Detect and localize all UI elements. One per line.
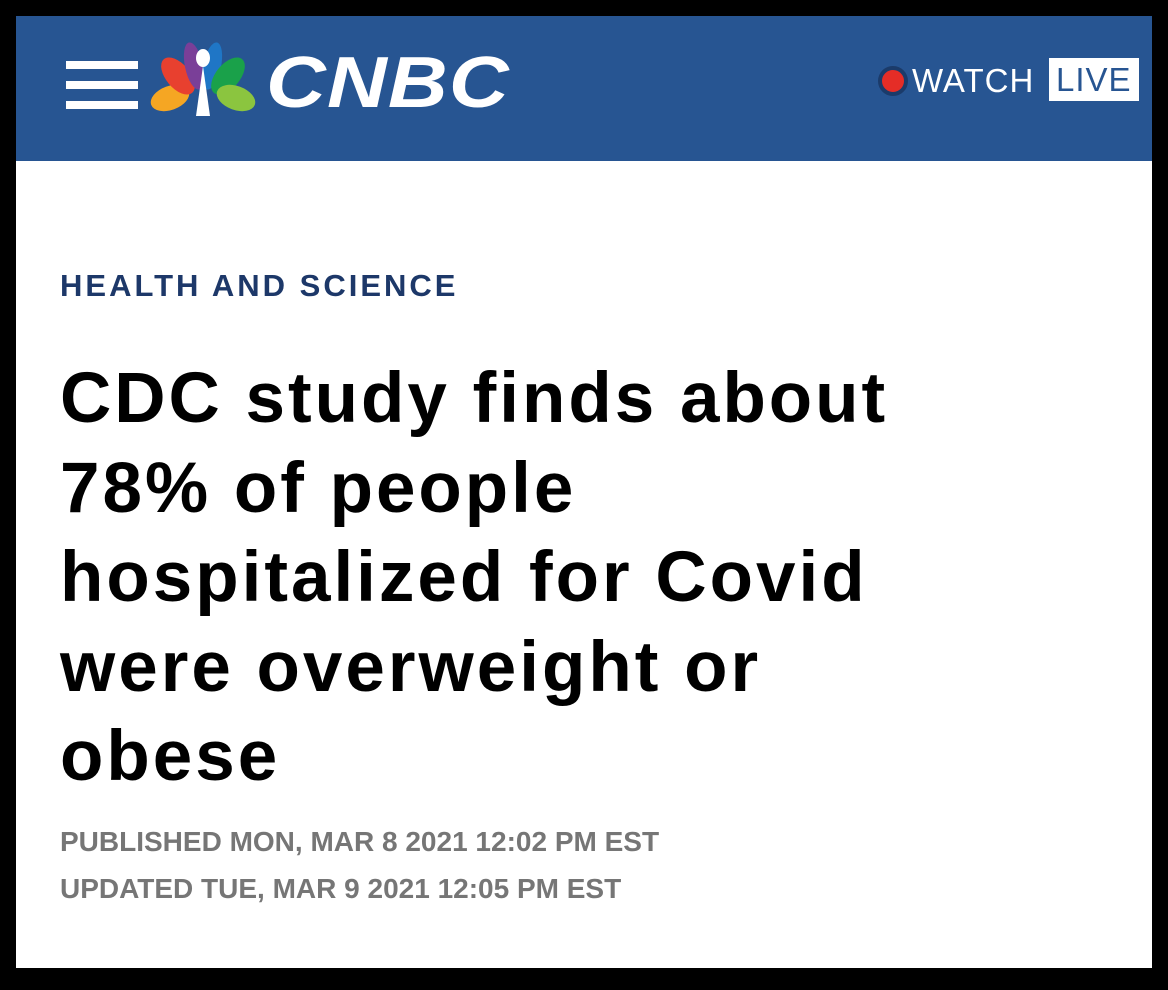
watch-button[interactable]: WATCH [878, 62, 1034, 100]
published-date: PUBLISHED MON, MAR 8 2021 12:02 PM EST [60, 826, 660, 857]
top-bar: CNBC WATCH LIVE [16, 16, 1152, 161]
headline-line: CDC study finds about [60, 359, 889, 438]
watch-label[interactable]: WATCH [912, 62, 1035, 99]
article-frame: CNBC WATCH LIVE HEALTH AND SCIENCE CDC s… [16, 16, 1152, 968]
section-label[interactable]: HEALTH AND SCIENCE [60, 268, 459, 303]
headline: CDC study finds about 78% of people hospit… [60, 354, 888, 802]
headline-line: were overweight or [60, 627, 762, 707]
headline-line: hospitalized for Covid [60, 538, 868, 617]
headline-line: 78% of people [60, 448, 577, 528]
menu-icon[interactable] [66, 61, 138, 115]
updated-date: UPDATED TUE, MAR 9 2021 12:05 PM EST [60, 873, 622, 904]
headline-line: obese [60, 717, 281, 796]
live-dot [878, 66, 908, 96]
logo-text[interactable]: CNBC [266, 43, 510, 123]
peacock-logo[interactable] [148, 36, 258, 126]
live-badge[interactable]: LIVE [1049, 58, 1139, 101]
